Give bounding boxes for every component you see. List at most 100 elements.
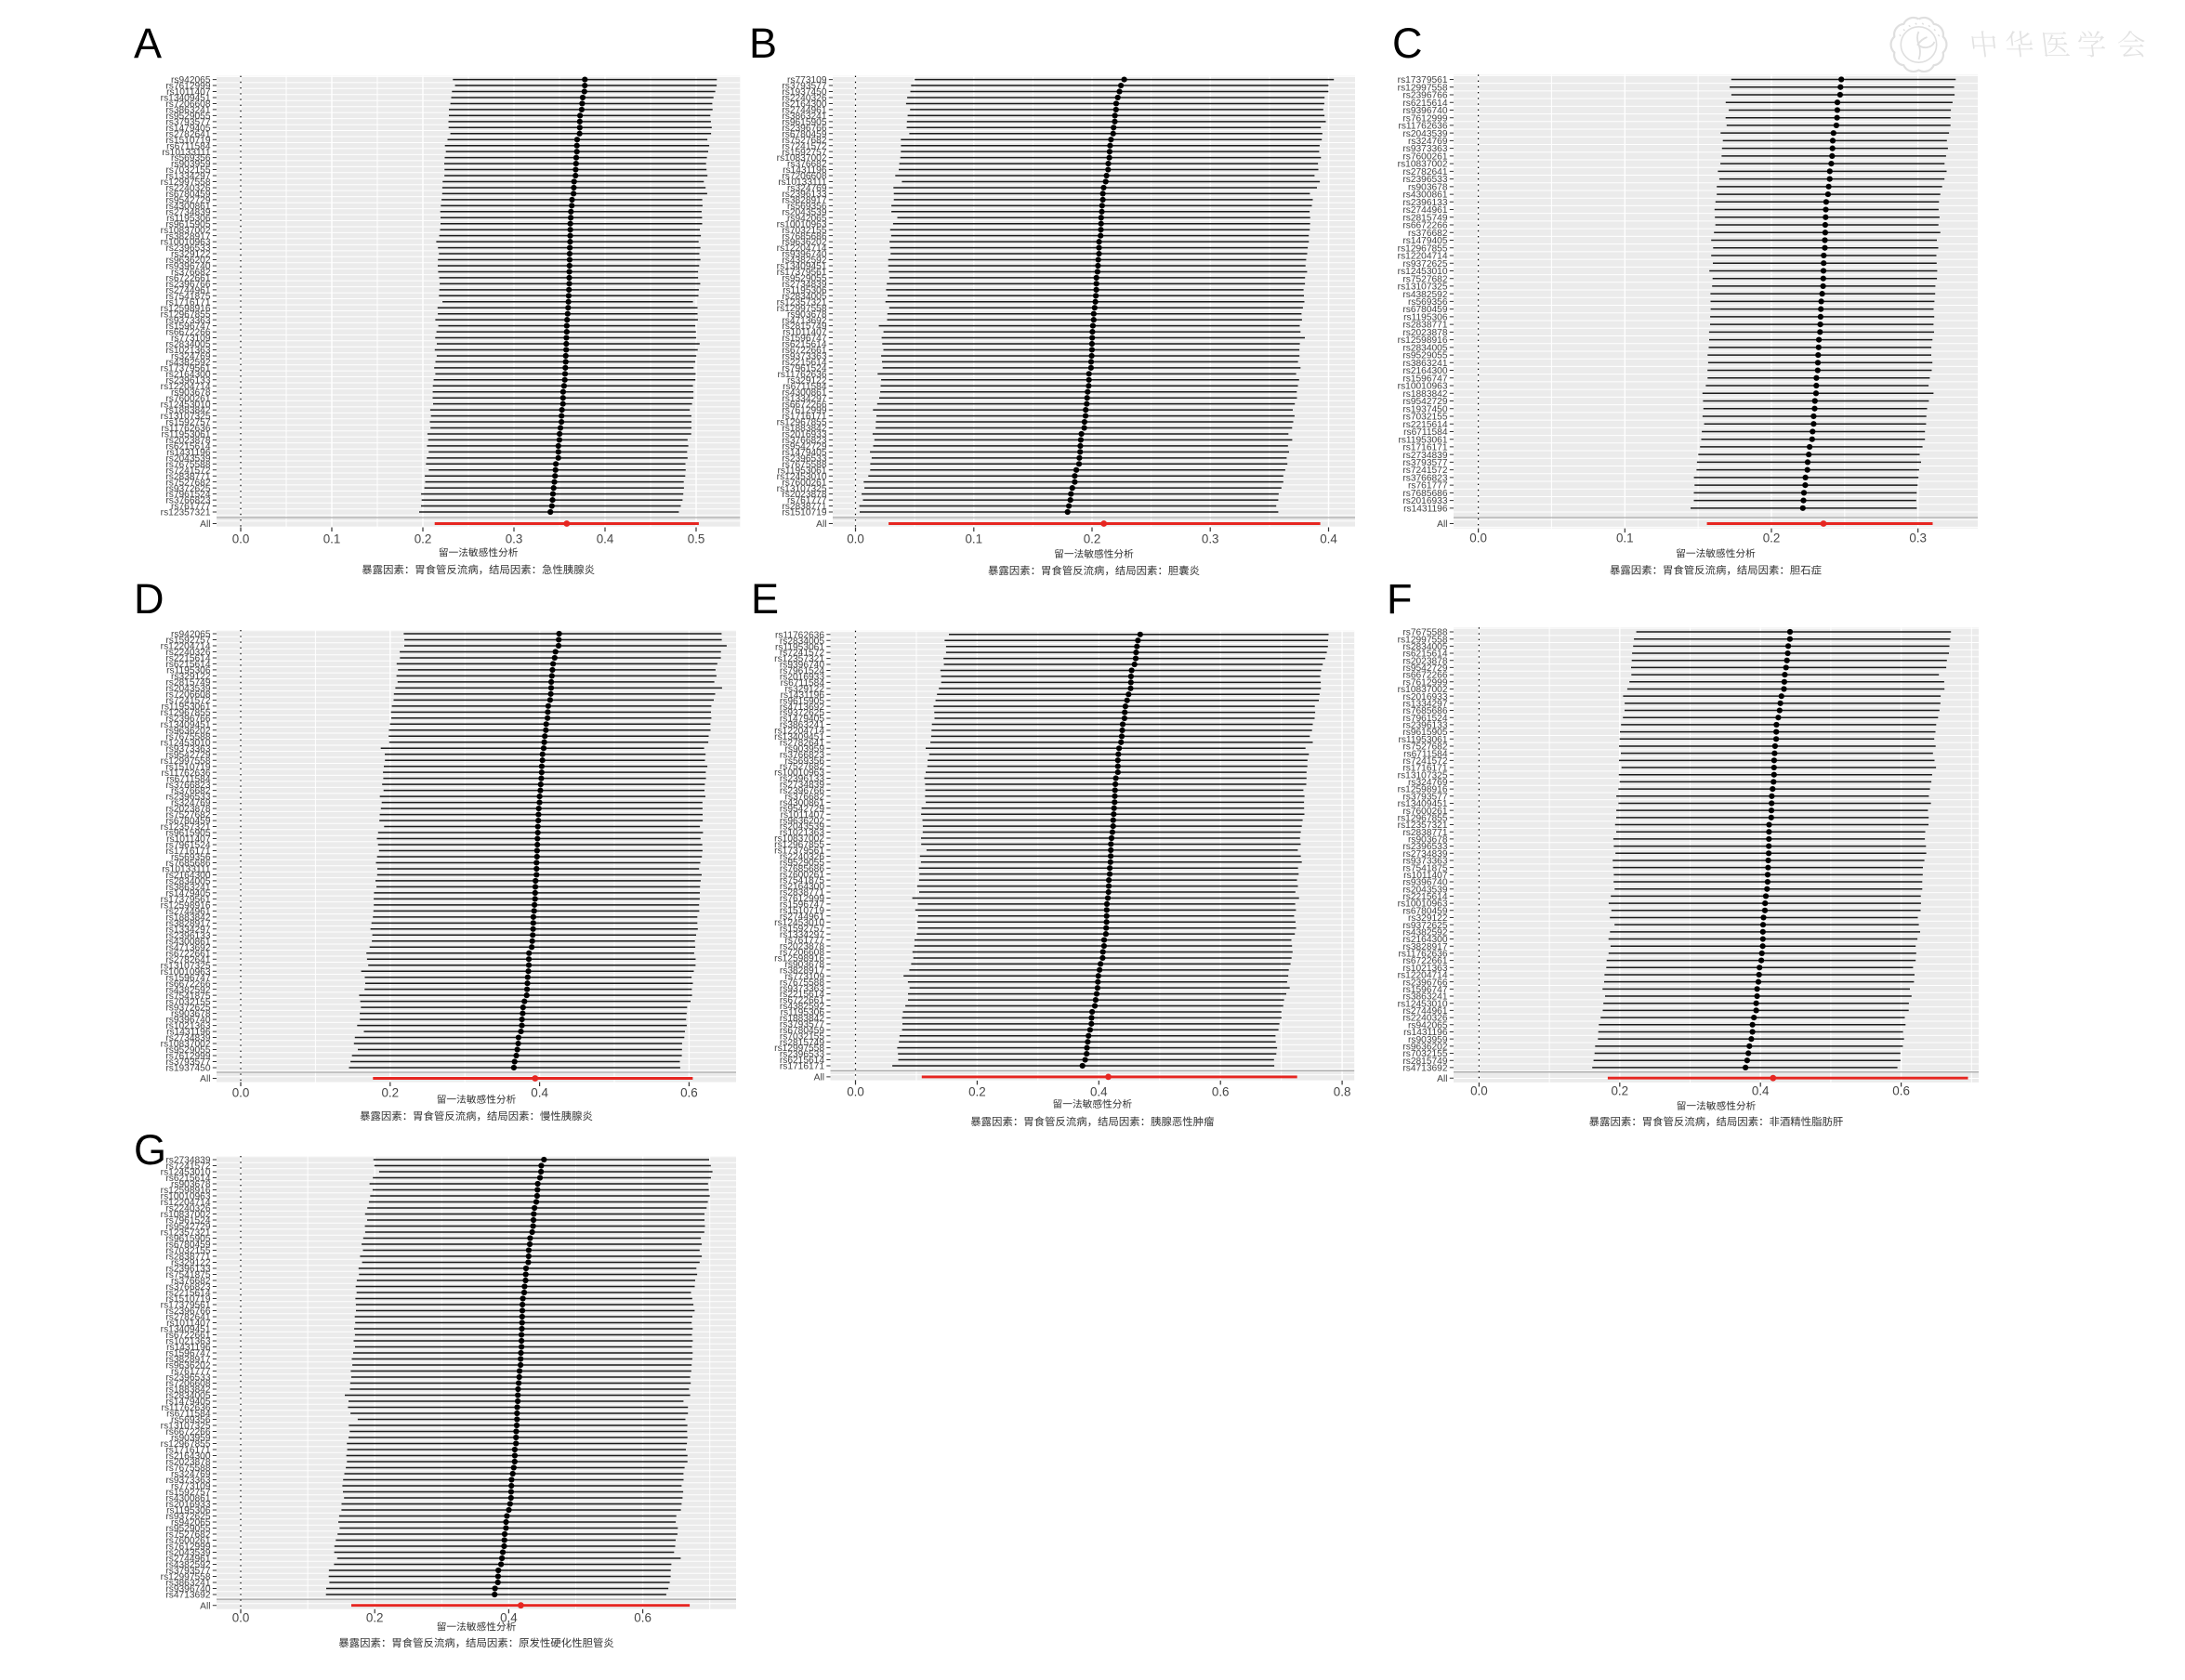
svg-text:rs13107325: rs13107325: [161, 412, 211, 422]
svg-text:0.1: 0.1: [1616, 531, 1634, 545]
svg-text:rs2834005: rs2834005: [780, 637, 824, 647]
svg-text:rs10133111: rs10133111: [778, 177, 827, 188]
svg-text:rs10010963: rs10010963: [1398, 382, 1448, 392]
svg-text:rs376682: rs376682: [1408, 229, 1448, 239]
svg-text:rs12453010: rs12453010: [161, 1168, 211, 1178]
svg-text:rs2396533: rs2396533: [165, 243, 210, 254]
svg-text:F: F: [1387, 575, 1413, 623]
svg-text:rs324769: rs324769: [1408, 778, 1448, 788]
svg-text:rs2023878: rs2023878: [165, 805, 210, 815]
svg-text:rs12967855: rs12967855: [161, 708, 211, 718]
svg-text:rs13409451: rs13409451: [777, 262, 827, 272]
svg-text:rs12357321: rs12357321: [161, 822, 211, 833]
svg-text:rs11953061: rs11953061: [161, 702, 210, 712]
svg-text:rs4300861: rs4300861: [780, 798, 824, 808]
svg-text:rs761777: rs761777: [787, 496, 827, 506]
svg-text:rs10010963: rs10010963: [1398, 899, 1448, 910]
svg-text:rs7527682: rs7527682: [165, 810, 210, 820]
svg-text:rs3828917: rs3828917: [165, 1355, 210, 1365]
svg-text:rs1596747: rs1596747: [780, 900, 824, 911]
svg-text:rs376682: rs376682: [171, 786, 211, 796]
svg-text:rs7600261: rs7600261: [165, 1536, 210, 1546]
svg-text:rs7675588: rs7675588: [165, 1463, 210, 1474]
svg-text:rs12204714: rs12204714: [774, 727, 824, 737]
svg-text:rs4382592: rs4382592: [165, 1560, 210, 1570]
svg-text:rs12997558: rs12997558: [161, 1572, 211, 1582]
svg-text:0.0: 0.0: [232, 1610, 250, 1624]
svg-text:rs2016933: rs2016933: [1402, 692, 1447, 702]
svg-text:rs4382592: rs4382592: [165, 985, 210, 995]
svg-text:rs569356: rs569356: [171, 1415, 211, 1425]
svg-text:rs903959: rs903959: [785, 744, 825, 755]
svg-text:rs903959: rs903959: [171, 160, 211, 170]
svg-text:rs903959: rs903959: [171, 1434, 211, 1444]
svg-text:rs2043539: rs2043539: [1402, 129, 1447, 139]
svg-text:rs2782641: rs2782641: [165, 955, 210, 965]
svg-text:0.4: 0.4: [500, 1610, 518, 1624]
svg-text:rs17379561: rs17379561: [1398, 75, 1448, 85]
svg-text:rs12453010: rs12453010: [774, 918, 824, 928]
svg-text:rs9396740: rs9396740: [1402, 106, 1447, 116]
svg-text:rs2396533: rs2396533: [780, 1050, 824, 1060]
svg-text:rs2815749: rs2815749: [1402, 1057, 1447, 1067]
svg-text:rs2215614: rs2215614: [165, 1289, 210, 1299]
svg-text:rs1334297: rs1334297: [782, 394, 826, 404]
svg-text:rs1021363: rs1021363: [780, 828, 824, 838]
svg-text:rs9615905: rs9615905: [780, 696, 824, 706]
svg-text:rs9396740: rs9396740: [782, 250, 826, 260]
svg-text:rs7206608: rs7206608: [165, 689, 210, 700]
svg-text:rs2744961: rs2744961: [1402, 1006, 1447, 1017]
svg-text:rs2734839: rs2734839: [165, 1156, 210, 1166]
svg-text:rs12997558: rs12997558: [1398, 83, 1448, 93]
svg-text:rs6672266: rs6672266: [165, 328, 210, 338]
svg-text:0.6: 0.6: [1892, 1083, 1910, 1097]
svg-text:rs2023878: rs2023878: [165, 1458, 210, 1468]
svg-text:0.3: 0.3: [1202, 532, 1219, 545]
svg-text:rs7527682: rs7527682: [165, 1530, 210, 1541]
svg-text:rs1021363: rs1021363: [165, 346, 210, 356]
svg-text:rs7527682: rs7527682: [1402, 274, 1447, 284]
svg-text:rs12967855: rs12967855: [1398, 243, 1448, 254]
svg-text:rs1011407: rs1011407: [166, 1319, 211, 1329]
svg-text:rs569356: rs569356: [171, 853, 211, 863]
svg-text:rs1021363: rs1021363: [165, 1021, 210, 1031]
svg-text:rs1021363: rs1021363: [1402, 964, 1447, 974]
svg-text:rs6711584: rs6711584: [783, 382, 827, 392]
svg-text:rs942065: rs942065: [171, 630, 211, 640]
svg-text:rs12453010: rs12453010: [161, 738, 211, 748]
svg-text:rs9372625: rs9372625: [165, 484, 210, 494]
svg-text:rs2834005: rs2834005: [1402, 343, 1447, 353]
svg-text:rs4300861: rs4300861: [1402, 190, 1447, 201]
svg-text:rs376682: rs376682: [785, 792, 825, 802]
svg-text:rs3793577: rs3793577: [1402, 792, 1447, 802]
svg-text:rs2164300: rs2164300: [165, 1451, 210, 1462]
svg-text:rs2734839: rs2734839: [780, 781, 824, 791]
svg-text:rs12598916: rs12598916: [161, 900, 211, 911]
svg-text:rs2396533: rs2396533: [782, 453, 826, 464]
svg-text:D: D: [134, 575, 165, 623]
svg-text:rs12204714: rs12204714: [777, 243, 827, 254]
svg-text:rs2396766: rs2396766: [1402, 978, 1447, 988]
svg-text:rs9396740: rs9396740: [165, 262, 210, 272]
svg-text:rs9373363: rs9373363: [780, 984, 824, 994]
svg-text:rs2043539: rs2043539: [780, 822, 824, 833]
svg-text:rs7032155: rs7032155: [1402, 413, 1447, 423]
svg-text:rs2240326: rs2240326: [165, 1204, 210, 1214]
svg-text:rs13409451: rs13409451: [161, 94, 211, 104]
svg-text:rs7600261: rs7600261: [165, 394, 210, 404]
svg-text:rs13409451: rs13409451: [161, 1325, 211, 1335]
svg-text:rs324769: rs324769: [171, 798, 211, 808]
svg-text:rs2815749: rs2815749: [165, 677, 210, 688]
svg-text:rs12357321: rs12357321: [161, 508, 211, 518]
svg-text:rs7685686: rs7685686: [782, 231, 826, 242]
svg-text:rs3828917: rs3828917: [782, 195, 826, 205]
svg-text:rs2240326: rs2240326: [165, 648, 210, 658]
svg-text:rs3863241: rs3863241: [165, 106, 210, 116]
svg-text:rs10010963: rs10010963: [774, 768, 824, 779]
svg-text:rs2164300: rs2164300: [782, 99, 826, 110]
svg-text:rs7241572: rs7241572: [165, 1162, 210, 1172]
svg-text:rs12357321: rs12357321: [1398, 820, 1448, 831]
svg-text:rs761777: rs761777: [171, 502, 211, 512]
svg-text:rs1937450: rs1937450: [165, 1064, 210, 1074]
svg-text:rs11762636: rs11762636: [161, 424, 210, 434]
